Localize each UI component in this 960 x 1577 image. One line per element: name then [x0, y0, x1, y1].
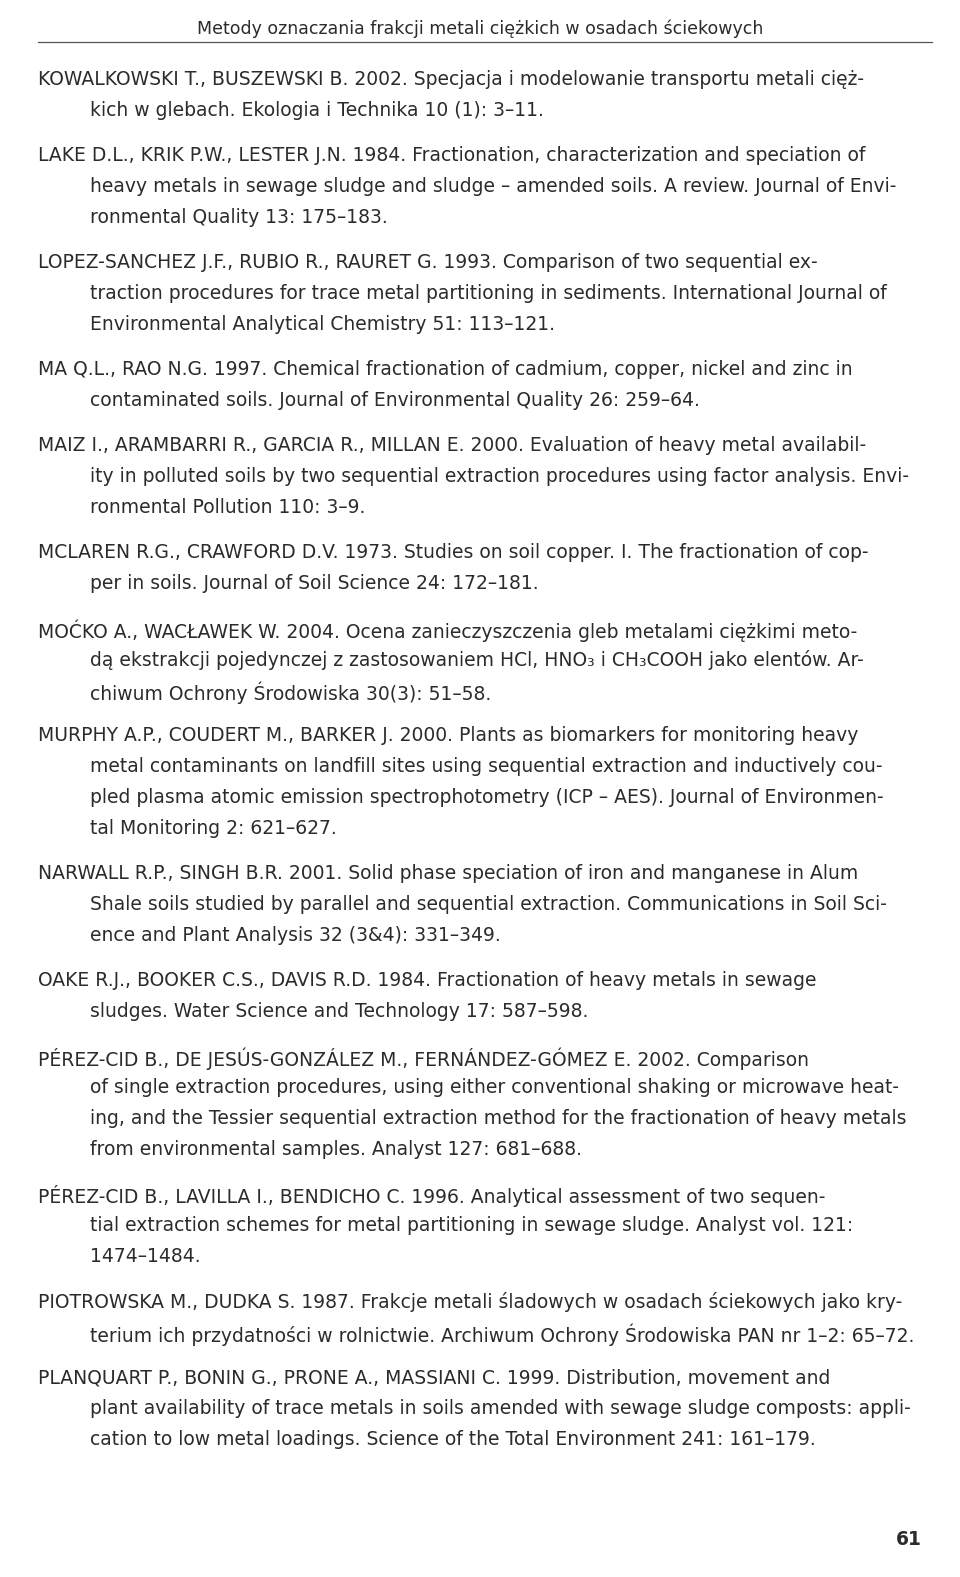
Text: KOWALKOWSKI T., BUSZEWSKI B. 2002. Specjacja i modelowanie transportu metali cię: KOWALKOWSKI T., BUSZEWSKI B. 2002. Specj… — [38, 69, 864, 88]
Text: dą ekstrakcji pojedynczej z zastosowaniem HCl, HNO₃ i CH₃COOH jako elentów. Ar-: dą ekstrakcji pojedynczej z zastosowanie… — [90, 650, 864, 670]
Text: PLANQUART P., BONIN G., PRONE A., MASSIANI C. 1999. Distribution, movement and: PLANQUART P., BONIN G., PRONE A., MASSIA… — [38, 1367, 830, 1388]
Text: plant availability of trace metals in soils amended with sewage sludge composts:: plant availability of trace metals in so… — [90, 1399, 911, 1418]
Text: ence and Plant Analysis 32 (3&4): 331–349.: ence and Plant Analysis 32 (3&4): 331–34… — [90, 926, 501, 945]
Text: OAKE R.J., BOOKER C.S., DAVIS R.D. 1984. Fractionation of heavy metals in sewage: OAKE R.J., BOOKER C.S., DAVIS R.D. 1984.… — [38, 971, 817, 990]
Text: Shale soils studied by parallel and sequential extraction. Communications in Soi: Shale soils studied by parallel and sequ… — [90, 896, 887, 915]
Text: of single extraction procedures, using either conventional shaking or microwave : of single extraction procedures, using e… — [90, 1079, 899, 1098]
Text: ity in polluted soils by two sequential extraction procedures using factor analy: ity in polluted soils by two sequential … — [90, 467, 909, 486]
Text: MCLAREN R.G., CRAWFORD D.V. 1973. Studies on soil copper. I. The fractionation o: MCLAREN R.G., CRAWFORD D.V. 1973. Studie… — [38, 542, 869, 561]
Text: MURPHY A.P., COUDERT M., BARKER J. 2000. Plants as biomarkers for monitoring hea: MURPHY A.P., COUDERT M., BARKER J. 2000.… — [38, 725, 858, 744]
Text: metal contaminants on landfill sites using sequential extraction and inductively: metal contaminants on landfill sites usi… — [90, 757, 882, 776]
Text: ronmental Quality 13: 175–183.: ronmental Quality 13: 175–183. — [90, 208, 388, 227]
Text: 61: 61 — [896, 1530, 922, 1549]
Text: terium ich przydatności w rolnictwie. Archiwum Ochrony Środowiska PAN nr 1–2: 65: terium ich przydatności w rolnictwie. Ar… — [90, 1323, 914, 1345]
Text: sludges. Water Science and Technology 17: 587–598.: sludges. Water Science and Technology 17… — [90, 1001, 588, 1020]
Text: PIOTROWSKA M., DUDKA S. 1987. Frakcje metali śladowych w osadach ściekowych jako: PIOTROWSKA M., DUDKA S. 1987. Frakcje me… — [38, 1292, 902, 1312]
Text: ing, and the Tessier sequential extraction method for the fractionation of heavy: ing, and the Tessier sequential extracti… — [90, 1109, 906, 1128]
Text: MOĆKO A., WACŁAWEK W. 2004. Ocena zanieczyszczenia gleb metalami ciężkimi meto-: MOĆKO A., WACŁAWEK W. 2004. Ocena zaniec… — [38, 620, 857, 642]
Text: heavy metals in sewage sludge and sludge – amended soils. A review. Journal of E: heavy metals in sewage sludge and sludge… — [90, 177, 897, 196]
Text: chiwum Ochrony Środowiska 30(3): 51–58.: chiwum Ochrony Środowiska 30(3): 51–58. — [90, 681, 492, 703]
Text: tal Monitoring 2: 621–627.: tal Monitoring 2: 621–627. — [90, 818, 337, 837]
Text: ronmental Pollution 110: 3–9.: ronmental Pollution 110: 3–9. — [90, 498, 366, 517]
Text: from environmental samples. Analyst 127: 681–688.: from environmental samples. Analyst 127:… — [90, 1140, 582, 1159]
Text: traction procedures for trace metal partitioning in sediments. International Jou: traction procedures for trace metal part… — [90, 284, 887, 303]
Text: kich w glebach. Ekologia i Technika 10 (1): 3–11.: kich w glebach. Ekologia i Technika 10 (… — [90, 101, 544, 120]
Text: contaminated soils. Journal of Environmental Quality 26: 259–64.: contaminated soils. Journal of Environme… — [90, 391, 700, 410]
Text: LAKE D.L., KRIK P.W., LESTER J.N. 1984. Fractionation, characterization and spec: LAKE D.L., KRIK P.W., LESTER J.N. 1984. … — [38, 147, 865, 166]
Text: 1474–1484.: 1474–1484. — [90, 1247, 201, 1266]
Text: Environmental Analytical Chemistry 51: 113–121.: Environmental Analytical Chemistry 51: 1… — [90, 315, 555, 334]
Text: MAIZ I., ARAMBARRI R., GARCIA R., MILLAN E. 2000. Evaluation of heavy metal avai: MAIZ I., ARAMBARRI R., GARCIA R., MILLAN… — [38, 435, 866, 456]
Text: cation to low metal loadings. Science of the Total Environment 241: 161–179.: cation to low metal loadings. Science of… — [90, 1430, 816, 1449]
Text: tial extraction schemes for metal partitioning in sewage sludge. Analyst vol. 12: tial extraction schemes for metal partit… — [90, 1216, 853, 1235]
Text: PÉREZ-CID B., LAVILLA I., BENDICHO C. 1996. Analytical assessment of two sequen-: PÉREZ-CID B., LAVILLA I., BENDICHO C. 19… — [38, 1184, 826, 1206]
Text: Metody oznaczania frakcji metali ciężkich w osadach ściekowych: Metody oznaczania frakcji metali ciężkic… — [197, 21, 763, 38]
Text: NARWALL R.P., SINGH B.R. 2001. Solid phase speciation of iron and manganese in A: NARWALL R.P., SINGH B.R. 2001. Solid pha… — [38, 864, 858, 883]
Text: pled plasma atomic emission spectrophotometry (ICP – AES). Journal of Environmen: pled plasma atomic emission spectrophoto… — [90, 788, 883, 807]
Text: LOPEZ-SANCHEZ J.F., RUBIO R., RAURET G. 1993. Comparison of two sequential ex-: LOPEZ-SANCHEZ J.F., RUBIO R., RAURET G. … — [38, 252, 818, 271]
Text: per in soils. Journal of Soil Science 24: 172–181.: per in soils. Journal of Soil Science 24… — [90, 574, 539, 593]
Text: MA Q.L., RAO N.G. 1997. Chemical fractionation of cadmium, copper, nickel and zi: MA Q.L., RAO N.G. 1997. Chemical fractio… — [38, 360, 852, 378]
Text: PÉREZ-CID B., DE JESÚS-GONZÁLEZ M., FERNÁNDEZ-GÓMEZ E. 2002. Comparison: PÉREZ-CID B., DE JESÚS-GONZÁLEZ M., FERN… — [38, 1047, 809, 1069]
